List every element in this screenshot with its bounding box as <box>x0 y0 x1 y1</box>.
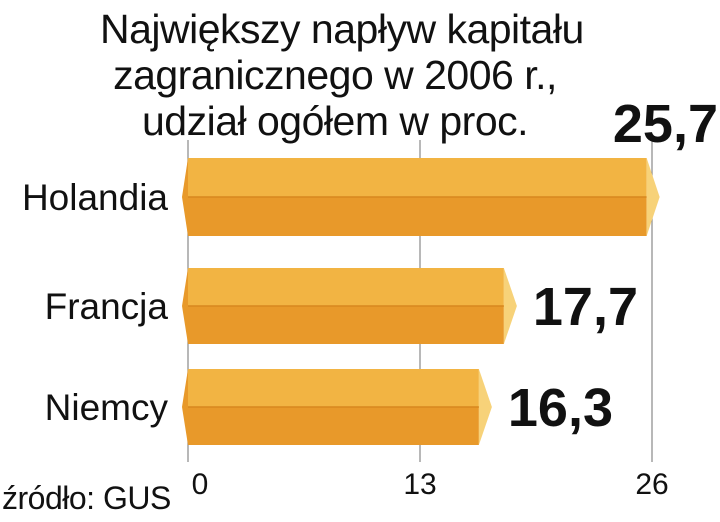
bar-1-top-face <box>184 268 504 306</box>
bar-1-end-cap <box>503 268 517 344</box>
title-line-3: udział ogółem w proc. <box>141 98 529 144</box>
bar-0-left-edge <box>182 158 188 236</box>
category-label-1: Francja <box>45 286 169 327</box>
bar-0-bottom-face <box>188 197 647 236</box>
bar-1-bottom-face <box>188 306 504 344</box>
value-label-1: 17,7 <box>533 277 638 337</box>
bar-2-end-cap <box>478 369 492 445</box>
bar-0-end-cap <box>646 158 660 236</box>
bar-2-left-edge <box>182 369 188 445</box>
value-label-2: 16,3 <box>508 378 613 438</box>
source-note: źródło: GUS <box>2 480 171 516</box>
category-label-0: Holandia <box>22 177 168 218</box>
bar-2-bottom-face <box>188 407 479 445</box>
title-line-2: zagranicznego w 2006 r., <box>113 52 557 98</box>
bar-1-left-edge <box>182 268 188 344</box>
bar-0-top-face <box>184 158 647 197</box>
title-line-1: Największy napływ kapitału <box>100 6 584 52</box>
value-label-0: 25,7 <box>613 94 718 154</box>
x-tick-label-1: 13 <box>403 468 436 501</box>
chart-title: Największy napływ kapitału zagranicznego… <box>100 6 584 144</box>
category-label-2: Niemcy <box>45 387 169 428</box>
x-tick-label-0: 0 <box>192 468 209 501</box>
bar-2-top-face <box>184 369 479 407</box>
x-tick-label-2: 26 <box>635 468 668 501</box>
